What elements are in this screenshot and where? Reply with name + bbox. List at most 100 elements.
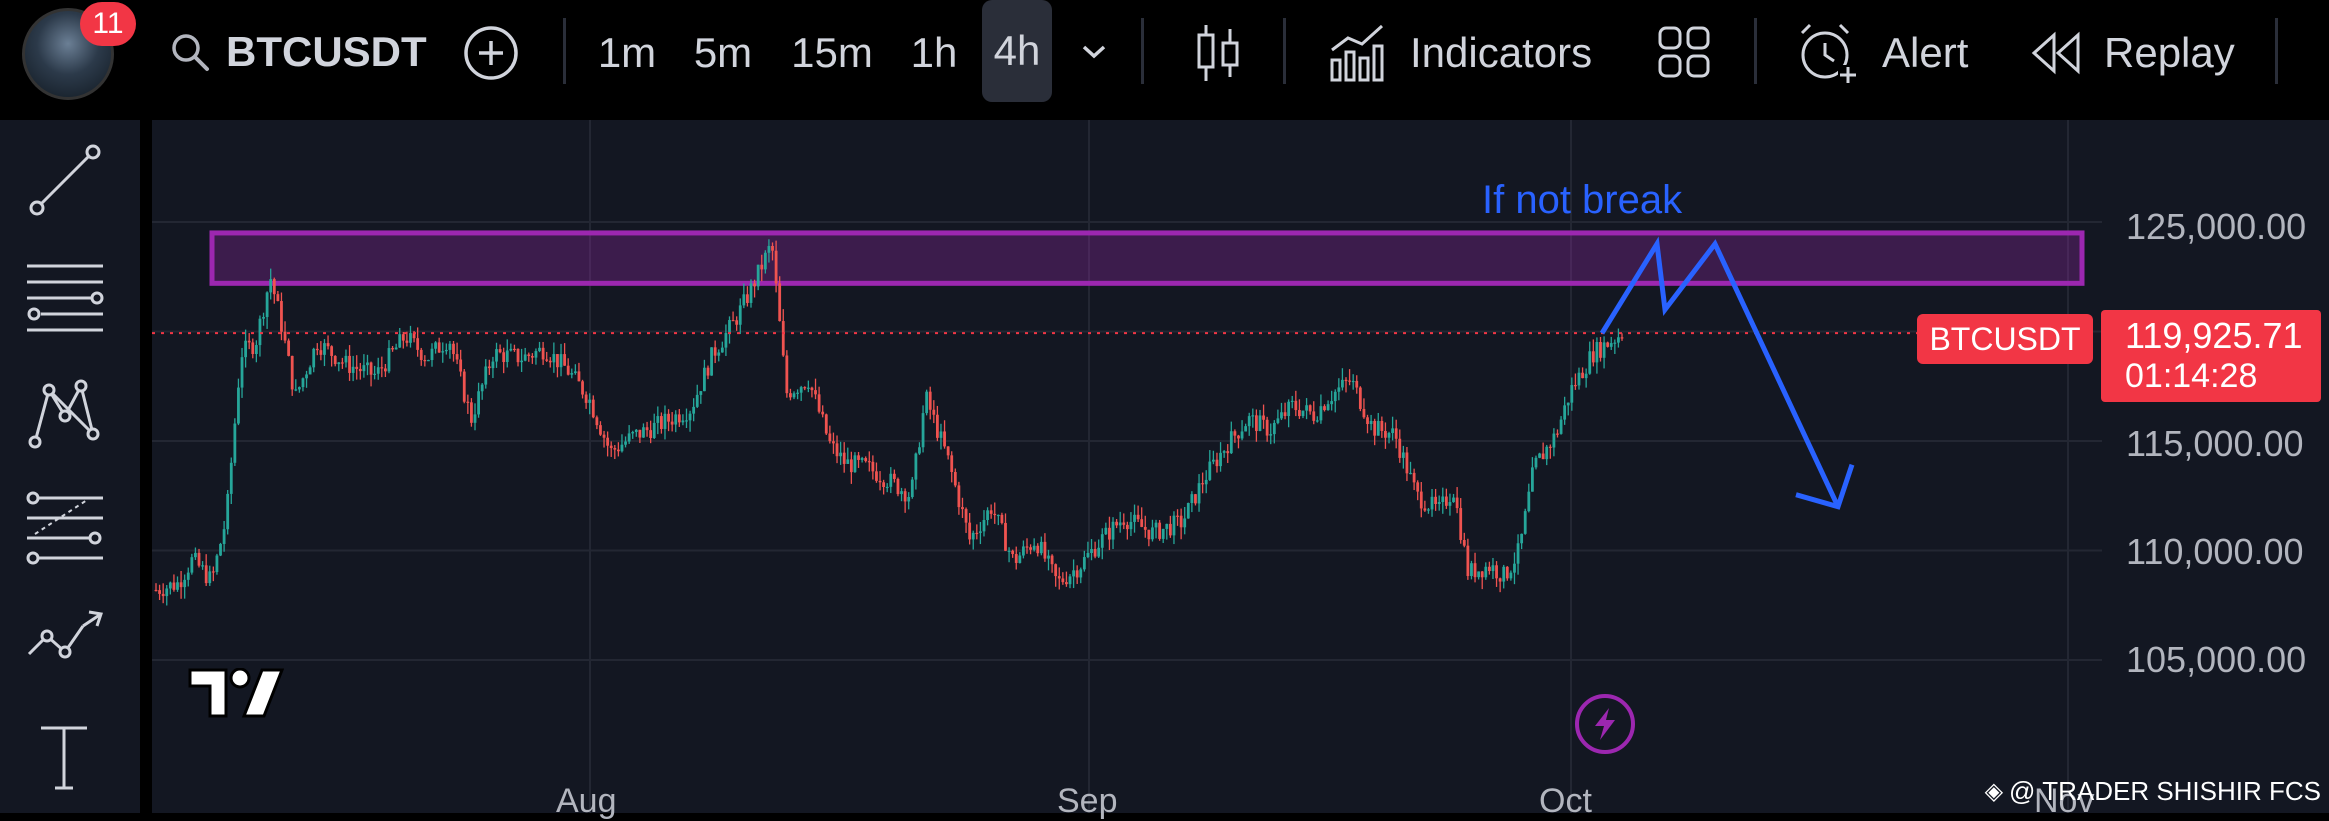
candle-body (1473, 563, 1477, 578)
candle-body (1211, 459, 1215, 462)
candle-body (1047, 555, 1050, 559)
candle-body (530, 356, 534, 358)
projection-arrow[interactable] (1599, 236, 1841, 508)
compare-add-button[interactable] (460, 22, 522, 84)
resistance-zone[interactable] (209, 230, 2085, 286)
candle-body (1208, 461, 1212, 480)
candle-body (1176, 515, 1179, 517)
candle-body (1168, 523, 1172, 536)
candle-body (871, 461, 875, 472)
alarm-clock-icon (1800, 23, 1858, 85)
candle-body (1022, 546, 1025, 556)
timeframe-dropdown[interactable] (1072, 30, 1116, 74)
candle-body (1613, 342, 1617, 344)
candle-body (1079, 569, 1083, 578)
candle-body (383, 368, 387, 372)
chart-area[interactable]: If not break 125,000.00 115,000.00 110,0… (152, 120, 2329, 820)
candle-body (1190, 494, 1194, 504)
candle-body (1423, 508, 1427, 511)
candle-body (1269, 434, 1273, 436)
text-tool[interactable] (25, 716, 105, 796)
candle-body (792, 393, 796, 398)
search-symbol-button[interactable]: BTCUSDT (168, 22, 427, 82)
fib-tool[interactable] (25, 486, 105, 566)
candle-body (437, 342, 441, 353)
candle-body (398, 334, 402, 348)
candle-body (237, 387, 240, 424)
candle-body (1376, 420, 1380, 436)
timeframe-5m[interactable]: 5m (693, 29, 753, 76)
horizontal-lines-tool[interactable] (25, 256, 105, 336)
candle-body (1237, 435, 1240, 439)
symbol-name: BTCUSDT (226, 28, 427, 75)
candle-body (1093, 549, 1097, 557)
candle-body (1319, 406, 1323, 421)
candle-body (1419, 491, 1423, 509)
pattern-tool[interactable] (25, 372, 105, 452)
candle-body (1215, 459, 1219, 467)
candle-body (885, 486, 889, 489)
candle-body (1097, 547, 1101, 557)
candle-body (1434, 496, 1438, 505)
timeframe-4h[interactable]: 4h (982, 0, 1052, 102)
candle-body (728, 320, 731, 333)
indicators-button[interactable]: Indicators (1328, 20, 1592, 86)
candle-body (1588, 351, 1592, 374)
candle-body (828, 433, 832, 442)
candle-body (1183, 518, 1187, 528)
candle-body (573, 371, 577, 374)
candle-body (1315, 420, 1319, 422)
candle-body (624, 441, 627, 445)
candle-body (1559, 419, 1563, 434)
candle-body (677, 414, 681, 423)
chart-type-button[interactable] (1190, 20, 1246, 86)
candle-body (663, 413, 667, 429)
candle-body (1602, 342, 1606, 358)
candle-body (577, 371, 581, 382)
candle-body (247, 340, 251, 343)
timeframe-15m[interactable]: 15m (791, 29, 873, 76)
top-toolbar: 11 BTCUSDT 1m 5m 15m 1h 4h (0, 0, 2329, 108)
timeframe-1m[interactable]: 1m (597, 29, 657, 76)
candle-body (297, 387, 301, 390)
candle-body (950, 455, 954, 473)
trend-line-tool[interactable] (25, 140, 105, 220)
candle-body (348, 355, 351, 373)
last-price-value: 119,925.71 (2125, 315, 2303, 356)
candle-body (405, 340, 409, 343)
candle-body (1254, 415, 1258, 431)
templates-button[interactable] (1656, 24, 1712, 80)
rewind-icon (2031, 31, 2080, 75)
replay-button[interactable]: Replay (2030, 20, 2235, 86)
candle-body (1348, 380, 1351, 382)
candle-body (190, 557, 194, 573)
candle-body (703, 367, 706, 392)
lightning-button[interactable] (1575, 694, 1635, 754)
alert-label: Alert (1882, 29, 1969, 76)
candle-body (434, 342, 437, 349)
candle-body (1362, 408, 1366, 418)
forecast-tool[interactable] (25, 602, 105, 682)
binance-icon: ◈ (1984, 778, 2004, 805)
candle-body (1068, 576, 1072, 585)
candle-body (312, 348, 316, 368)
candle-body (1305, 405, 1308, 411)
candle-body (695, 394, 699, 407)
candle-body (803, 387, 807, 389)
candle-body (1229, 431, 1233, 454)
candle-body (584, 394, 588, 403)
candle-body (319, 350, 323, 355)
price-chart[interactable] (152, 120, 2329, 813)
candle-body (1513, 563, 1516, 573)
indicators-label: Indicators (1410, 29, 1593, 76)
timeframe-1h[interactable]: 1h (910, 29, 958, 76)
candle-body (1204, 479, 1208, 485)
notification-badge[interactable]: 11 (80, 2, 136, 46)
candle-body (692, 406, 696, 414)
alert-button[interactable]: Alert (1796, 20, 1968, 86)
grid-icon (1658, 26, 1710, 78)
candle-body (423, 360, 427, 362)
annotation-text[interactable]: If not break (1482, 178, 1683, 222)
candle-body (1298, 410, 1301, 417)
candle-body (982, 520, 986, 532)
